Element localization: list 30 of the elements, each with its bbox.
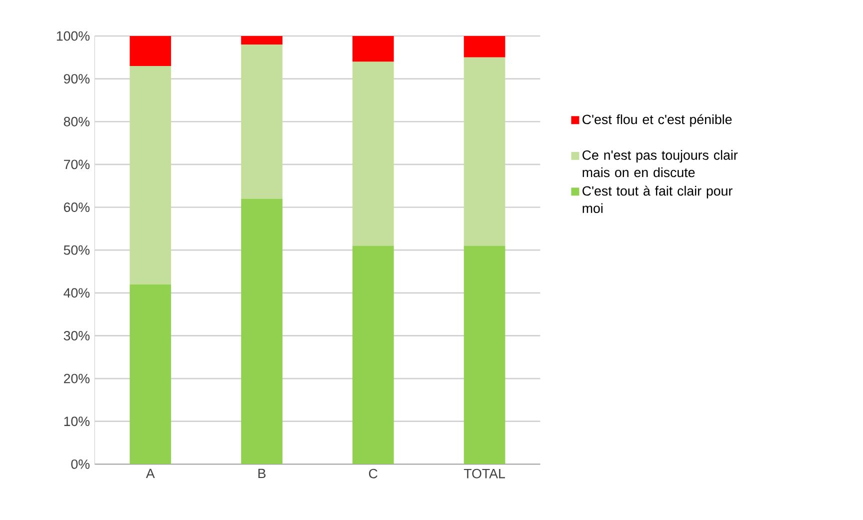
bar xyxy=(241,36,282,44)
bar xyxy=(464,246,506,464)
x-tick-label: B xyxy=(258,468,266,478)
bar xyxy=(241,44,282,199)
y-tick-label: 50% xyxy=(64,245,90,255)
y-tick-label: 10% xyxy=(64,416,90,426)
x-tick-label: A xyxy=(146,468,155,478)
y-tick-label: 80% xyxy=(64,116,90,126)
legend-label: C'est tout à fait clair pour moi xyxy=(582,186,732,213)
legend-label: Ce n'est pas toujours clair mais on en discute xyxy=(582,150,738,178)
y-tick-label: 20% xyxy=(64,374,90,384)
bar xyxy=(352,36,394,62)
y-tick-label: 60% xyxy=(64,202,90,212)
y-tick-label: 100% xyxy=(56,31,90,41)
bar xyxy=(464,36,506,58)
bar xyxy=(352,62,394,246)
bar xyxy=(241,198,282,464)
y-tick-label: 30% xyxy=(64,330,90,340)
bar xyxy=(130,66,172,284)
bar xyxy=(130,36,172,66)
y-tick-label: 70% xyxy=(64,160,90,170)
y-tick-label: 90% xyxy=(64,74,90,84)
bar xyxy=(130,284,172,464)
y-tick-label: 40% xyxy=(64,288,90,298)
y-tick-label: 0% xyxy=(71,459,90,469)
x-tick-label: C xyxy=(369,468,378,478)
bar xyxy=(352,246,394,464)
bar xyxy=(464,57,506,246)
legend-label: C'est flou et c'est pénible xyxy=(582,114,732,127)
x-tick-label: TOTAL xyxy=(464,468,505,478)
